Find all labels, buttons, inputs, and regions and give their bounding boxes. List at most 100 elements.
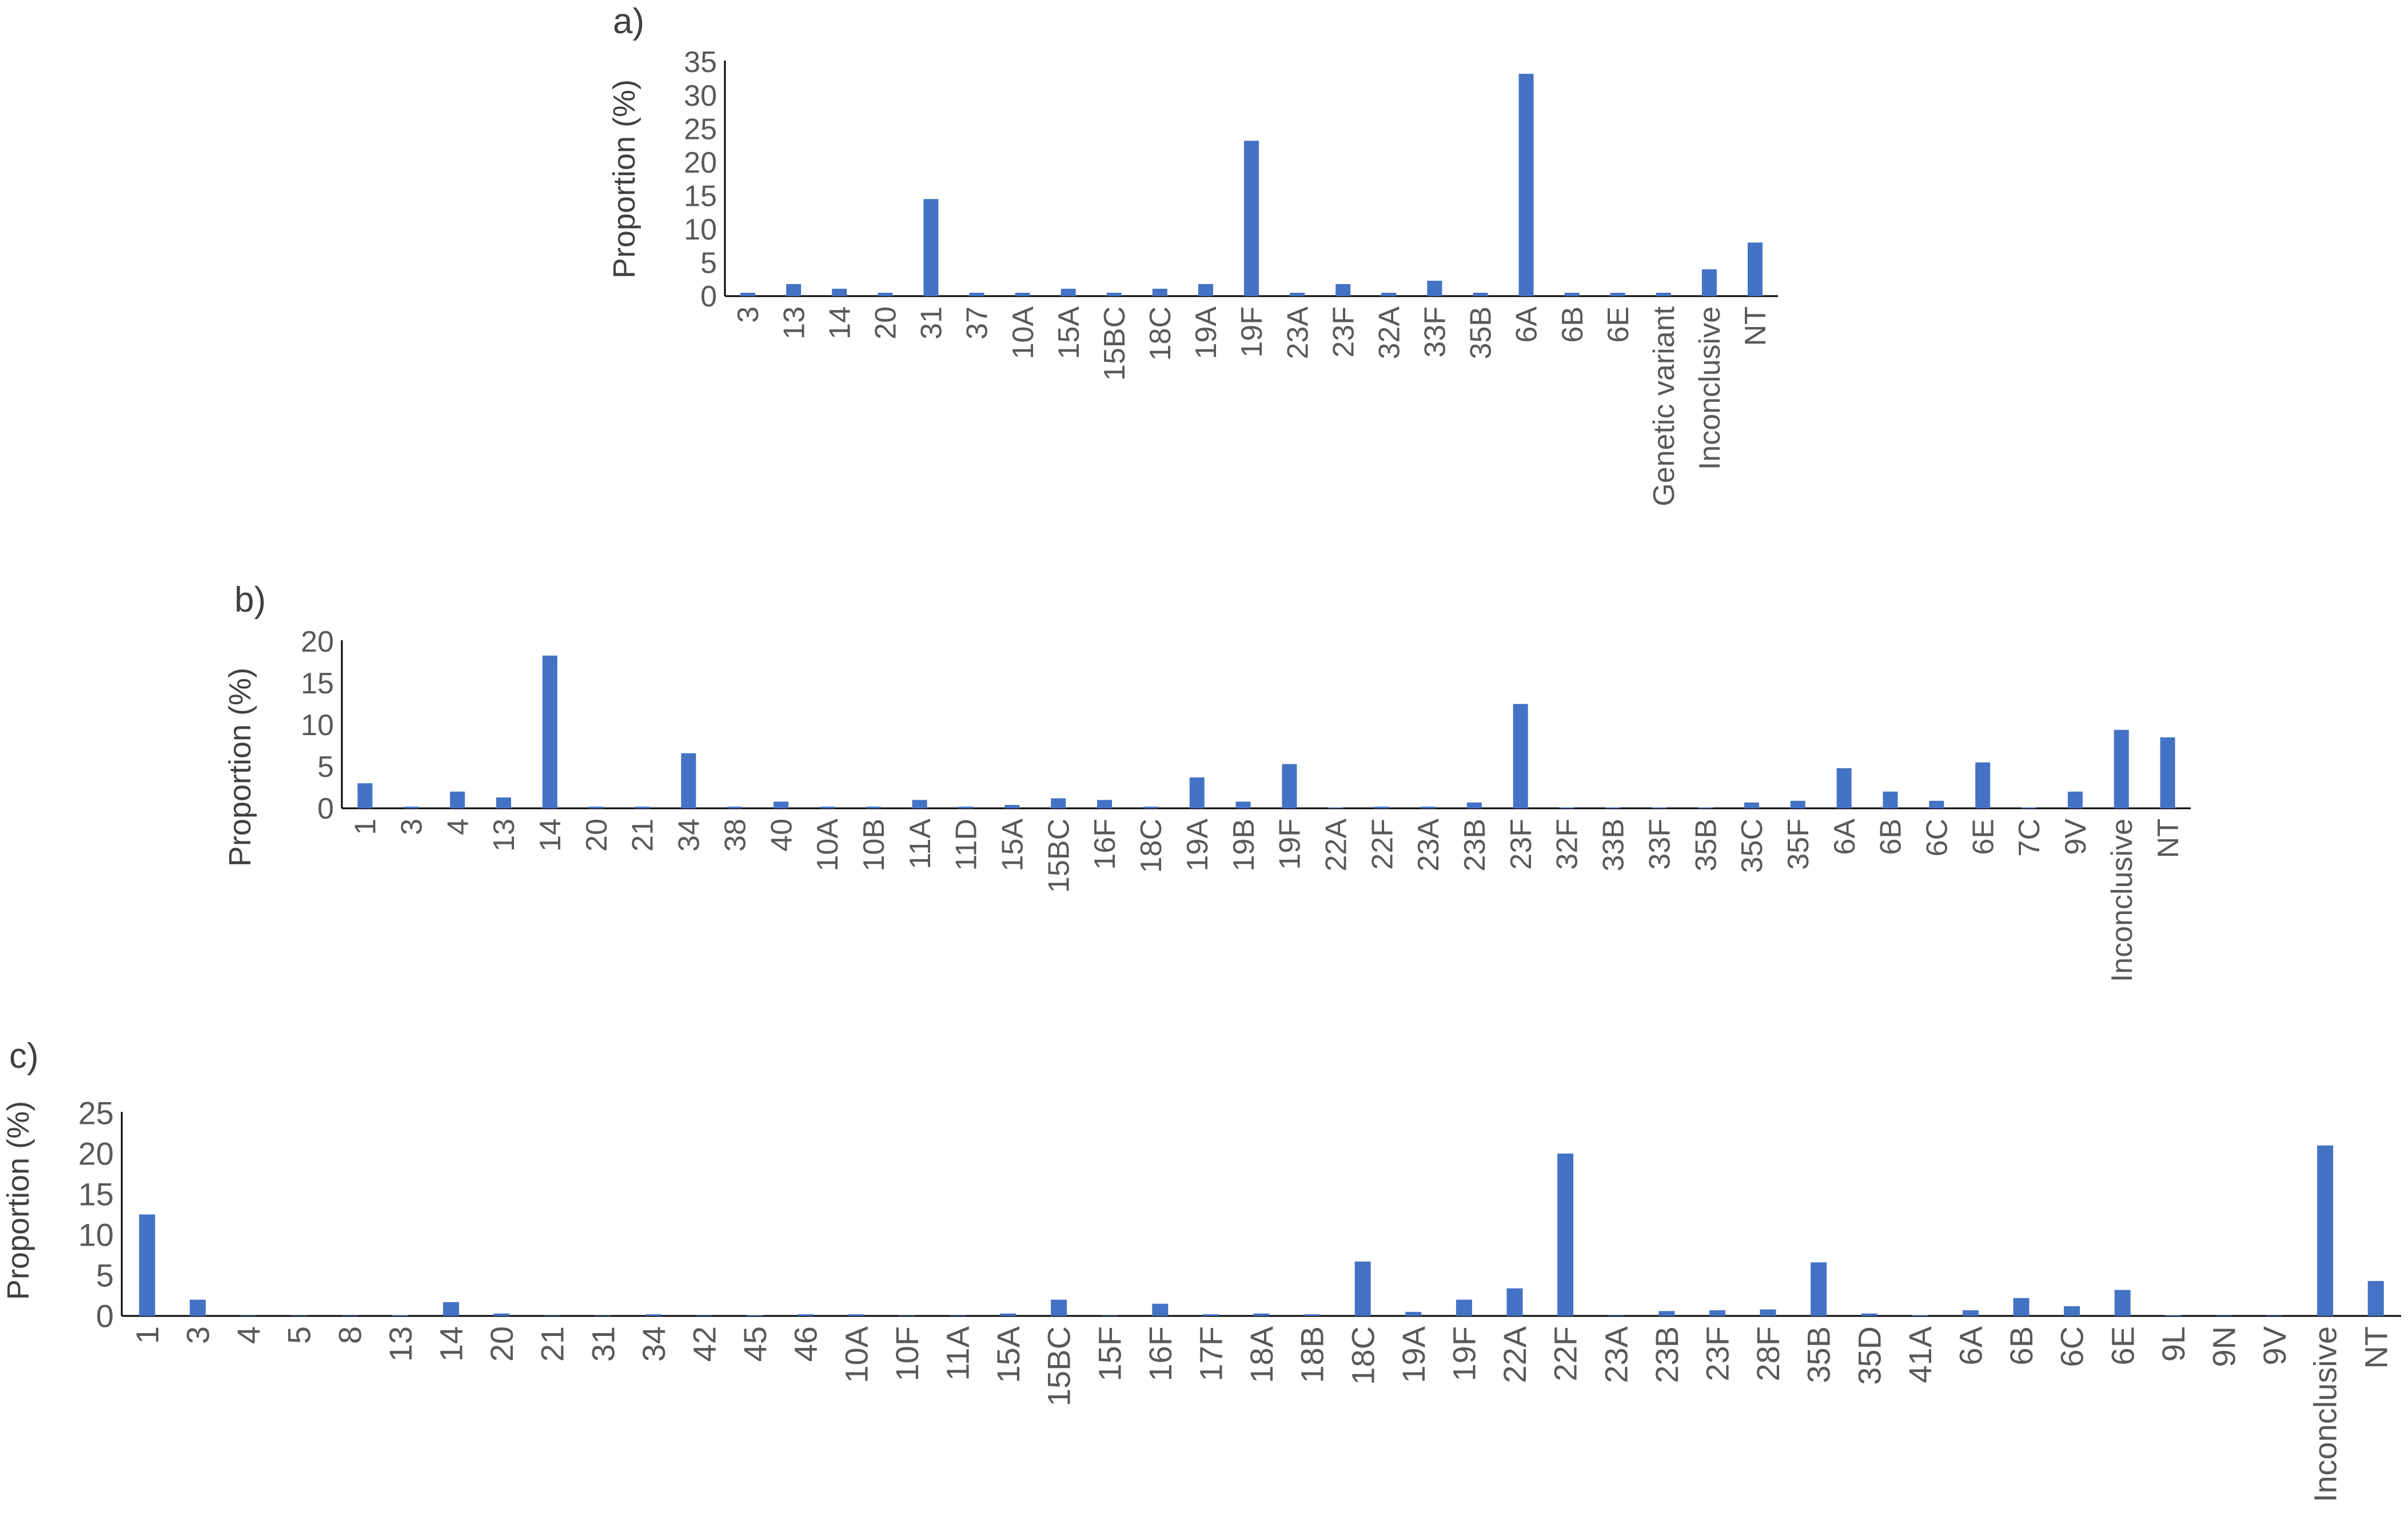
bar (1405, 1311, 1422, 1316)
y-tick-label: 15 (301, 667, 334, 700)
x-tick-label: 35B (1801, 1326, 1837, 1383)
x-tick-label: 1 (349, 819, 382, 835)
x-tick-label: 13 (778, 306, 811, 340)
y-tick-label: 10 (78, 1217, 114, 1253)
bar (1189, 777, 1205, 808)
x-tick-label: 15BC (1098, 306, 1131, 381)
bar (727, 807, 743, 808)
bar (969, 293, 984, 296)
x-tick-label: 11A (940, 1326, 976, 1381)
panel-label: a) (613, 2, 644, 41)
bar (1381, 293, 1397, 296)
bar (442, 1302, 459, 1316)
bar (542, 655, 557, 808)
x-tick-label: 13 (382, 1326, 418, 1362)
x-tick-label: 23A (1598, 1326, 1634, 1383)
y-tick-label: 25 (78, 1095, 114, 1131)
bar (1608, 1315, 1624, 1316)
x-tick-label: 18C (1135, 819, 1168, 873)
bar (1513, 704, 1528, 808)
y-tick-label: 20 (301, 625, 334, 659)
x-tick-label: 15BC (1041, 1326, 1077, 1406)
y-tick-label: 25 (684, 113, 717, 146)
y-tick-label: 35 (684, 46, 717, 79)
x-tick-label: 6B (1875, 819, 1908, 855)
x-tick-label: 19A (1190, 306, 1223, 360)
y-axis-title: Proportion (%) (1, 1101, 35, 1300)
bar (1883, 791, 1898, 808)
bar (1143, 807, 1158, 808)
x-tick-label: 23B (1458, 819, 1492, 872)
bar (798, 1314, 814, 1316)
y-tick-label: 5 (700, 247, 717, 280)
y-tick-label: 10 (684, 213, 717, 246)
x-tick-label: 6E (2104, 1326, 2140, 1366)
x-tick-label: 19B (1227, 819, 1261, 872)
bar (450, 791, 465, 808)
x-tick-label: 35B (1689, 819, 1723, 872)
x-tick-label: 15A (996, 819, 1030, 872)
bar (544, 1315, 561, 1316)
bar (595, 1315, 611, 1316)
bar (1106, 293, 1122, 296)
x-tick-label: 20 (580, 819, 613, 852)
x-tick-label: 32A (1373, 306, 1406, 360)
bar (1244, 141, 1259, 296)
bar (2064, 1306, 2080, 1316)
bar (645, 1314, 662, 1316)
bar (1456, 1299, 1472, 1316)
x-tick-label: 4 (230, 1326, 266, 1344)
x-tick-label: 21 (535, 1326, 571, 1362)
x-tick-label: 9V (2256, 1326, 2293, 1365)
x-tick-label: Inconclusive (2307, 1326, 2343, 1502)
bar (1659, 1311, 1675, 1316)
bar (819, 807, 835, 808)
bar (1912, 1315, 1928, 1316)
y-tick-label: 0 (700, 280, 717, 313)
x-tick-label: 22F (1548, 1326, 1584, 1382)
x-tick-label: 23F (1327, 306, 1360, 358)
bar (635, 807, 650, 808)
bar (912, 800, 927, 808)
bar (1335, 284, 1351, 296)
bar (2067, 791, 2083, 808)
x-tick-label: 13 (488, 819, 521, 852)
bar (1000, 1313, 1016, 1316)
x-tick-label: NT (2152, 819, 2185, 858)
bar (1354, 1261, 1371, 1316)
x-tick-label: 8 (332, 1326, 368, 1344)
x-tick-label: 22A (1497, 1326, 1533, 1383)
bar (1811, 1262, 1827, 1316)
x-tick-label: 1 (129, 1326, 165, 1344)
x-tick-label: 19F (1274, 819, 1307, 870)
bar (848, 1314, 864, 1316)
x-tick-label: NT (2358, 1326, 2394, 1369)
x-tick-label: 46 (788, 1326, 824, 1362)
x-tick-label: 33F (1419, 306, 1452, 358)
bar (747, 1315, 763, 1316)
bar (588, 807, 604, 808)
x-tick-label: 9V (2059, 819, 2092, 855)
x-tick-label: 10F (889, 1326, 925, 1382)
bar (1235, 801, 1251, 808)
bar (832, 289, 847, 296)
x-tick-label: 15BC (1042, 819, 1075, 893)
bar (1466, 802, 1482, 808)
x-tick-label: 6E (1967, 819, 2000, 855)
bar (1004, 805, 1020, 808)
bar (696, 1315, 712, 1316)
x-tick-label: 23A (1281, 306, 1314, 360)
bar (1701, 269, 1717, 296)
x-tick-label: 6C (2054, 1326, 2090, 1367)
bar (1656, 293, 1671, 296)
x-tick-label: 11A (904, 819, 937, 869)
x-tick-label: 15F (1091, 1326, 1127, 1382)
bar (1282, 764, 1297, 808)
x-tick-label: 5 (281, 1326, 317, 1344)
x-tick-label: 18B (1294, 1326, 1330, 1383)
x-tick-label: 6B (1556, 306, 1589, 343)
x-tick-label: 41A (1902, 1326, 1938, 1383)
